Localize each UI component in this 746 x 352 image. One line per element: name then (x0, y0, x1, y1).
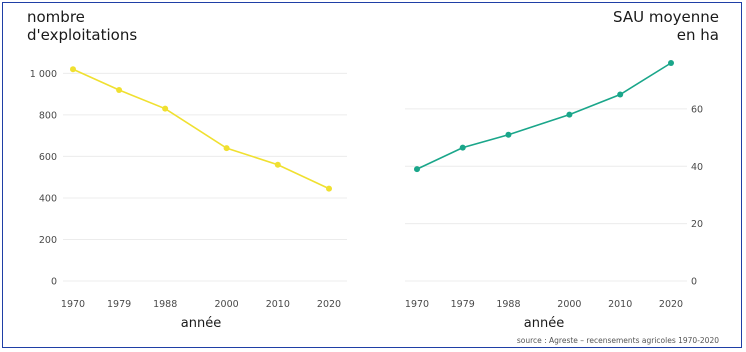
left-chart-title-line2: d'exploitations (27, 26, 137, 44)
right-y-tick-label: 20 (691, 219, 703, 230)
source-note: source : Agreste – recensements agricole… (517, 336, 719, 345)
right-x-tick-label: 1988 (496, 299, 520, 310)
right-data-point (414, 166, 420, 173)
left-chart-exploitations: 0 200 400 600 800 1 000 1970 1979 1988 2000 2010 20… (30, 66, 347, 331)
right-y-tick-label: 40 (691, 162, 703, 173)
chart-frame: nombre d'exploitations SAU moyenne en ha… (2, 2, 742, 348)
right-data-point (617, 91, 624, 98)
left-chart-title-line1: nombre (27, 8, 85, 26)
right-data-point (566, 111, 573, 118)
left-y-tick-label: 1 000 (30, 69, 57, 80)
right-chart-sau-moyenne: 0 20 40 60 1970 1979 1988 2000 2010 2020 année (405, 60, 703, 331)
left-x-tick-label: 2020 (317, 299, 341, 310)
left-data-point (326, 185, 332, 192)
left-x-tick-label: 2010 (266, 299, 290, 310)
left-data-point (274, 161, 281, 168)
left-data-point (116, 86, 123, 93)
right-x-axis-label: année (524, 316, 564, 331)
right-data-point (505, 131, 512, 138)
right-x-tick-label: 2010 (608, 299, 632, 310)
right-chart-title-line1: SAU moyenne (613, 8, 719, 26)
left-x-axis-label: année (181, 316, 221, 331)
right-x-tick-label: 2020 (659, 299, 683, 310)
right-chart-title-line2: en ha (677, 26, 719, 44)
left-y-tick-label: 200 (39, 235, 57, 246)
right-data-point (668, 60, 674, 66)
right-x-tick-label: 1979 (451, 299, 475, 310)
left-data-point (223, 145, 230, 152)
left-y-tick-label: 800 (39, 110, 57, 121)
left-y-tick-label: 600 (39, 152, 57, 163)
right-x-tick-label: 2000 (557, 299, 581, 310)
left-y-tick-label: 400 (39, 193, 57, 204)
right-y-tick-label: 0 (691, 277, 697, 288)
right-y-tick-label: 60 (691, 104, 703, 115)
left-x-tick-label: 1970 (61, 299, 85, 310)
left-series-line (72, 68, 330, 190)
dual-line-chart: nombre d'exploitations SAU moyenne en ha… (27, 8, 719, 345)
left-data-point (70, 66, 76, 73)
left-x-tick-label: 2000 (215, 299, 239, 310)
right-series-line (416, 62, 672, 170)
left-data-point (162, 105, 169, 112)
right-data-point (459, 144, 466, 151)
left-x-tick-label: 1979 (107, 299, 131, 310)
left-y-tick-label: 0 (51, 277, 57, 288)
right-x-tick-label: 1970 (405, 299, 429, 310)
left-x-tick-label: 1988 (153, 299, 177, 310)
